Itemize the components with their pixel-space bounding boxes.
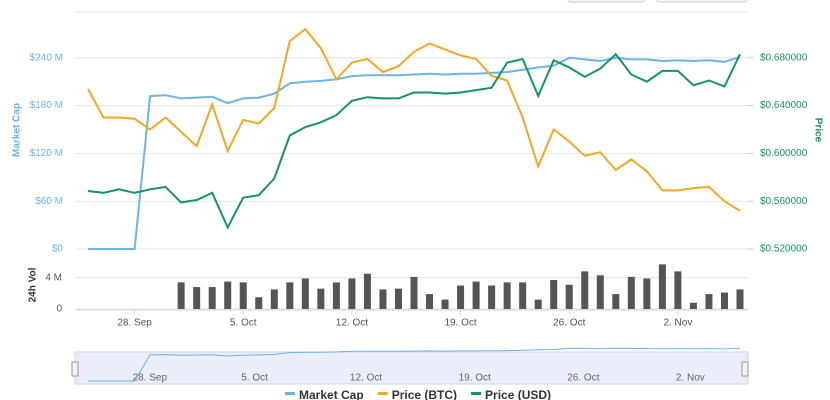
y2-tick-label: $0.600000: [760, 148, 808, 159]
vol-axis-title: 24h Vol: [28, 267, 39, 302]
navigator-label: 12. Oct: [350, 373, 382, 384]
volume-bar: [193, 287, 201, 309]
x-tick-label: 19. Oct: [444, 318, 476, 329]
volume-bar: [177, 282, 185, 309]
range-button[interactable]: [656, 0, 748, 3]
volume-bar: [581, 271, 589, 309]
y2-tick-label: $0.640000: [760, 100, 808, 111]
y-tick-label: $180 M: [30, 100, 63, 111]
volume-bar: [472, 281, 480, 309]
y-tick-label: 4 M: [45, 272, 62, 283]
navigator-label: 28. Sep: [133, 373, 168, 384]
legend-swatch: [471, 392, 482, 395]
volume-bar: [705, 294, 713, 309]
volume-bar: [596, 275, 604, 309]
y-tick-label: 0: [56, 304, 62, 315]
legend-swatch: [377, 392, 388, 395]
volume-bar: [550, 280, 558, 309]
volume-bar: [643, 278, 651, 309]
volume-bar: [270, 289, 278, 309]
volume-bar: [208, 287, 216, 309]
volume-bar: [612, 294, 620, 309]
y-tick-label: $240 M: [30, 52, 63, 63]
navigator-label: 5. Oct: [241, 373, 268, 384]
volume-bar: [534, 299, 542, 309]
volume-bar: [565, 284, 573, 309]
volume-bar: [255, 297, 263, 309]
volume-bar: [519, 282, 527, 309]
navigator[interactable]: [74, 351, 749, 385]
volume-bar: [689, 302, 697, 309]
range-button[interactable]: [567, 0, 645, 3]
data-line: [87, 52, 741, 230]
y2-tick-label: $0.520000: [760, 244, 808, 255]
y-axis-title: Market Cap: [12, 103, 23, 157]
y2-axis-title: Price: [812, 118, 823, 143]
navigator-label: 26. Oct: [567, 373, 599, 384]
navigator-handle[interactable]: [71, 361, 79, 377]
y-tick-label: $60 M: [35, 196, 63, 207]
data-line: [88, 56, 741, 250]
y-tick-label: $0: [52, 244, 64, 255]
x-tick-label: 28. Sep: [117, 318, 152, 329]
legend-swatch: [285, 392, 295, 395]
volume-bar: [488, 285, 496, 309]
volume-bar: [379, 289, 387, 309]
volume-bar: [286, 282, 294, 309]
volume-bar: [503, 282, 511, 309]
y2-tick-label: $0.680000: [760, 52, 808, 63]
navigator-line: [88, 347, 741, 382]
legend-label[interactable]: Market Cap: [299, 388, 364, 400]
x-tick-label: 2. Nov: [663, 318, 692, 329]
volume-bar: [674, 271, 682, 309]
volume-bar: [627, 276, 635, 309]
legend-label[interactable]: Price (BTC): [392, 388, 457, 400]
volume-bar: [317, 288, 325, 309]
x-tick-label: 26. Oct: [553, 318, 585, 329]
data-line: [87, 27, 741, 212]
navigator-label: 19. Oct: [459, 373, 491, 384]
volume-bar: [301, 278, 309, 309]
x-tick-label: 12. Oct: [336, 318, 368, 329]
volume-bar: [658, 264, 666, 309]
volume-bar: [457, 285, 465, 309]
volume-bar: [348, 278, 356, 309]
y2-tick-label: $0.560000: [760, 196, 808, 207]
volume-bar: [720, 292, 728, 309]
volume-bar: [332, 282, 340, 309]
volume-bar: [426, 294, 434, 309]
y-tick-label: $120 M: [30, 148, 63, 159]
navigator-handle[interactable]: [741, 361, 749, 377]
volume-bar: [224, 281, 232, 309]
volume-bar: [239, 282, 247, 309]
volume-bar: [441, 299, 449, 309]
legend-label[interactable]: Price (USD): [485, 388, 551, 400]
volume-bar: [394, 288, 402, 309]
volume-bar: [410, 276, 418, 309]
volume-bar: [363, 273, 371, 309]
x-tick-label: 5. Oct: [230, 318, 257, 329]
navigator-label: 2. Nov: [676, 373, 705, 384]
volume-bar: [736, 289, 744, 309]
